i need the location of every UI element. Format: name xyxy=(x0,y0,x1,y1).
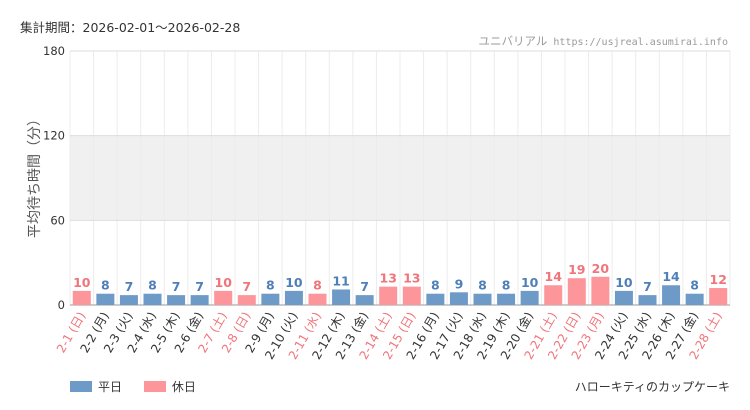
bar[interactable] xyxy=(591,276,610,305)
y-tick-label: 120 xyxy=(43,129,65,143)
bar[interactable] xyxy=(544,285,563,305)
data-label: 14 xyxy=(662,269,680,284)
data-label: 8 xyxy=(690,278,699,293)
bar[interactable] xyxy=(261,293,280,305)
bar[interactable] xyxy=(614,290,633,305)
data-label: 7 xyxy=(242,279,251,294)
legend-weekday[interactable]: 平日 xyxy=(70,378,122,395)
bar[interactable] xyxy=(685,293,704,305)
y-tick-label: 0 xyxy=(58,298,65,312)
bar[interactable] xyxy=(355,295,374,305)
data-label: 11 xyxy=(332,273,349,288)
bar[interactable] xyxy=(190,295,209,305)
legend-swatch-weekday xyxy=(70,381,92,392)
bar[interactable] xyxy=(119,295,138,305)
data-label: 14 xyxy=(545,269,563,284)
park-name: ユニバリアル xyxy=(478,34,548,48)
bar[interactable] xyxy=(237,295,256,305)
y-tick-label: 60 xyxy=(50,213,65,227)
shop-name: ハローキティのカップケーキ xyxy=(574,380,730,394)
bar[interactable] xyxy=(284,290,303,305)
legend-label-weekday: 平日 xyxy=(98,380,123,394)
data-label: 8 xyxy=(148,278,157,293)
bar[interactable] xyxy=(402,286,421,305)
bar[interactable] xyxy=(96,293,115,305)
site-credit: ユニバリアル https://usjreal.asumirai.info xyxy=(479,33,729,49)
data-label: 8 xyxy=(502,278,511,293)
data-label: 7 xyxy=(125,279,134,294)
data-label: 8 xyxy=(313,278,322,293)
data-label: 9 xyxy=(455,276,464,291)
y-tick-label: 180 xyxy=(43,44,65,58)
bar[interactable] xyxy=(520,290,539,305)
data-label: 8 xyxy=(266,278,275,293)
data-label: 7 xyxy=(360,279,369,294)
bar[interactable] xyxy=(497,293,516,305)
period-label: 集計期間：2026-02-01～2026-02-28 xyxy=(20,20,241,35)
data-label: 10 xyxy=(73,275,91,290)
data-label: 13 xyxy=(403,271,420,286)
data-label: 10 xyxy=(521,275,539,290)
bar[interactable] xyxy=(638,295,657,305)
data-label: 7 xyxy=(172,279,181,294)
bar[interactable] xyxy=(662,285,681,305)
legend-swatch-holiday xyxy=(143,381,166,392)
legend-label-holiday: 休日 xyxy=(171,380,196,394)
data-label: 8 xyxy=(478,278,487,293)
data-label: 8 xyxy=(101,278,110,293)
data-label: 10 xyxy=(615,275,633,290)
bar[interactable] xyxy=(214,290,233,305)
legend: 平日 休日 xyxy=(70,378,214,395)
bar[interactable] xyxy=(143,293,162,305)
bar[interactable] xyxy=(72,290,91,305)
bar[interactable] xyxy=(449,292,468,305)
data-label: 19 xyxy=(568,262,585,277)
data-label: 10 xyxy=(215,275,233,290)
data-label: 20 xyxy=(592,261,610,276)
data-label: 7 xyxy=(195,279,204,294)
site-url[interactable]: https://usjreal.asumirai.info xyxy=(553,37,728,48)
bar[interactable] xyxy=(426,293,445,305)
bar[interactable] xyxy=(308,293,327,305)
data-label: 8 xyxy=(431,278,440,293)
data-label: 12 xyxy=(710,272,727,287)
data-label: 13 xyxy=(380,271,397,286)
bar[interactable] xyxy=(709,288,728,305)
data-label: 10 xyxy=(285,275,303,290)
bar[interactable] xyxy=(473,293,492,305)
data-label: 7 xyxy=(643,279,652,294)
bar[interactable] xyxy=(332,289,351,305)
bar[interactable] xyxy=(167,295,186,305)
legend-holiday[interactable]: 休日 xyxy=(143,378,196,395)
bar[interactable] xyxy=(379,286,398,305)
bar[interactable] xyxy=(567,278,586,305)
